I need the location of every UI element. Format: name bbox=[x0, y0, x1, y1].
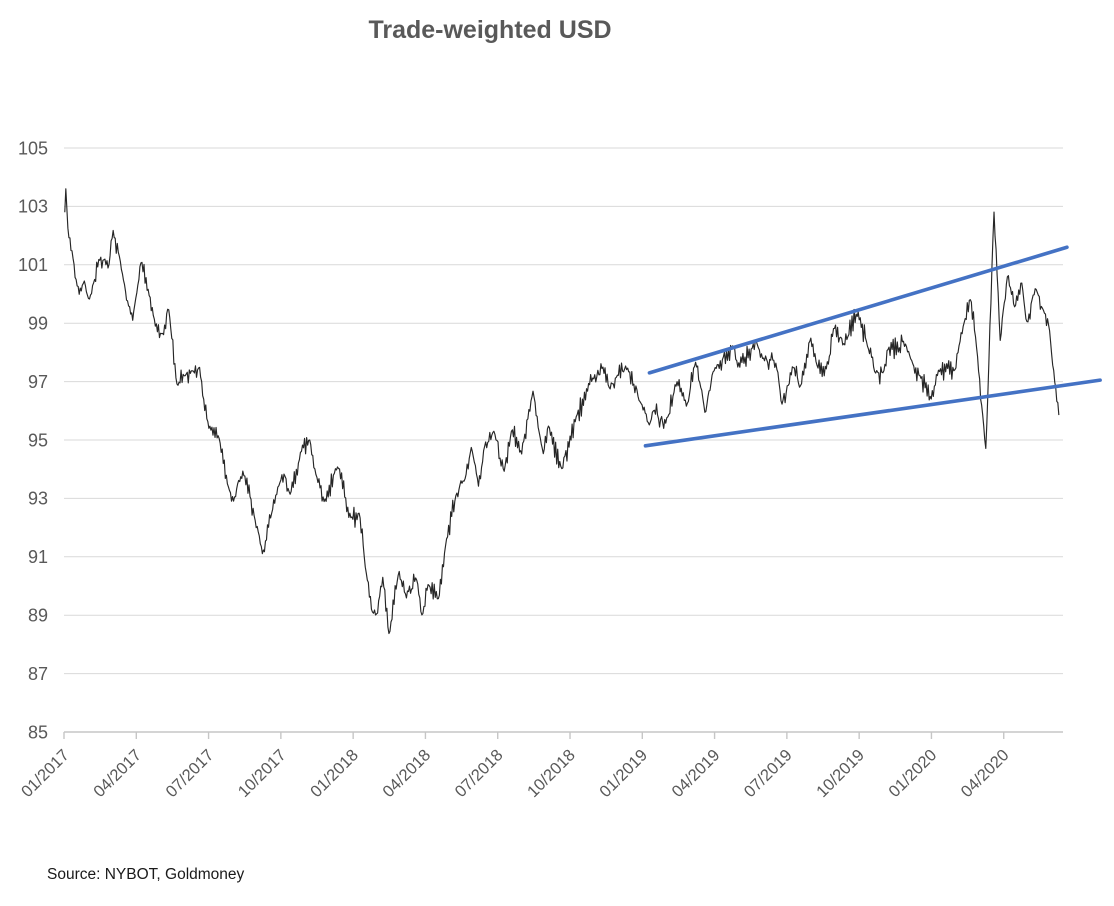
x-tick-label: 10/2019 bbox=[813, 746, 868, 801]
chart-title: Trade-weighted USD bbox=[368, 16, 612, 44]
y-tick-label: 91 bbox=[28, 547, 48, 567]
y-tick-label: 85 bbox=[28, 722, 48, 742]
x-tick-label: 04/2018 bbox=[379, 746, 434, 801]
x-tick-label: 01/2019 bbox=[596, 746, 651, 801]
price-line bbox=[64, 188, 1060, 635]
y-tick-label: 101 bbox=[18, 255, 48, 275]
y-tick-label: 99 bbox=[28, 314, 48, 334]
trendline-wedge-upper-resistance bbox=[647, 245, 1069, 375]
x-tick-label: 04/2017 bbox=[90, 746, 145, 801]
y-tick-label: 95 bbox=[28, 430, 48, 450]
x-tick-label: 07/2019 bbox=[741, 746, 796, 801]
x-tick-label: 10/2018 bbox=[524, 746, 579, 801]
y-tick-label: 105 bbox=[18, 138, 48, 158]
x-tick-label: 07/2017 bbox=[162, 746, 217, 801]
y-tick-label: 93 bbox=[28, 489, 48, 509]
x-tick-label: 04/2020 bbox=[958, 746, 1013, 801]
x-tick-label: 07/2018 bbox=[452, 746, 507, 801]
y-tick-label: 89 bbox=[28, 606, 48, 626]
x-tick-label: 01/2018 bbox=[307, 746, 362, 801]
y-tick-label: 103 bbox=[18, 197, 48, 217]
y-tick-label: 87 bbox=[28, 664, 48, 684]
y-tick-label: 97 bbox=[28, 372, 48, 392]
source-note: Source: NYBOT, Goldmoney bbox=[47, 866, 245, 883]
x-tick-label: 04/2019 bbox=[668, 746, 723, 801]
x-tick-label: 01/2017 bbox=[18, 746, 73, 801]
x-tick-label: 10/2017 bbox=[235, 746, 290, 801]
trendline-wedge-lower-support bbox=[643, 378, 1102, 448]
x-tick-label: 01/2020 bbox=[885, 746, 940, 801]
